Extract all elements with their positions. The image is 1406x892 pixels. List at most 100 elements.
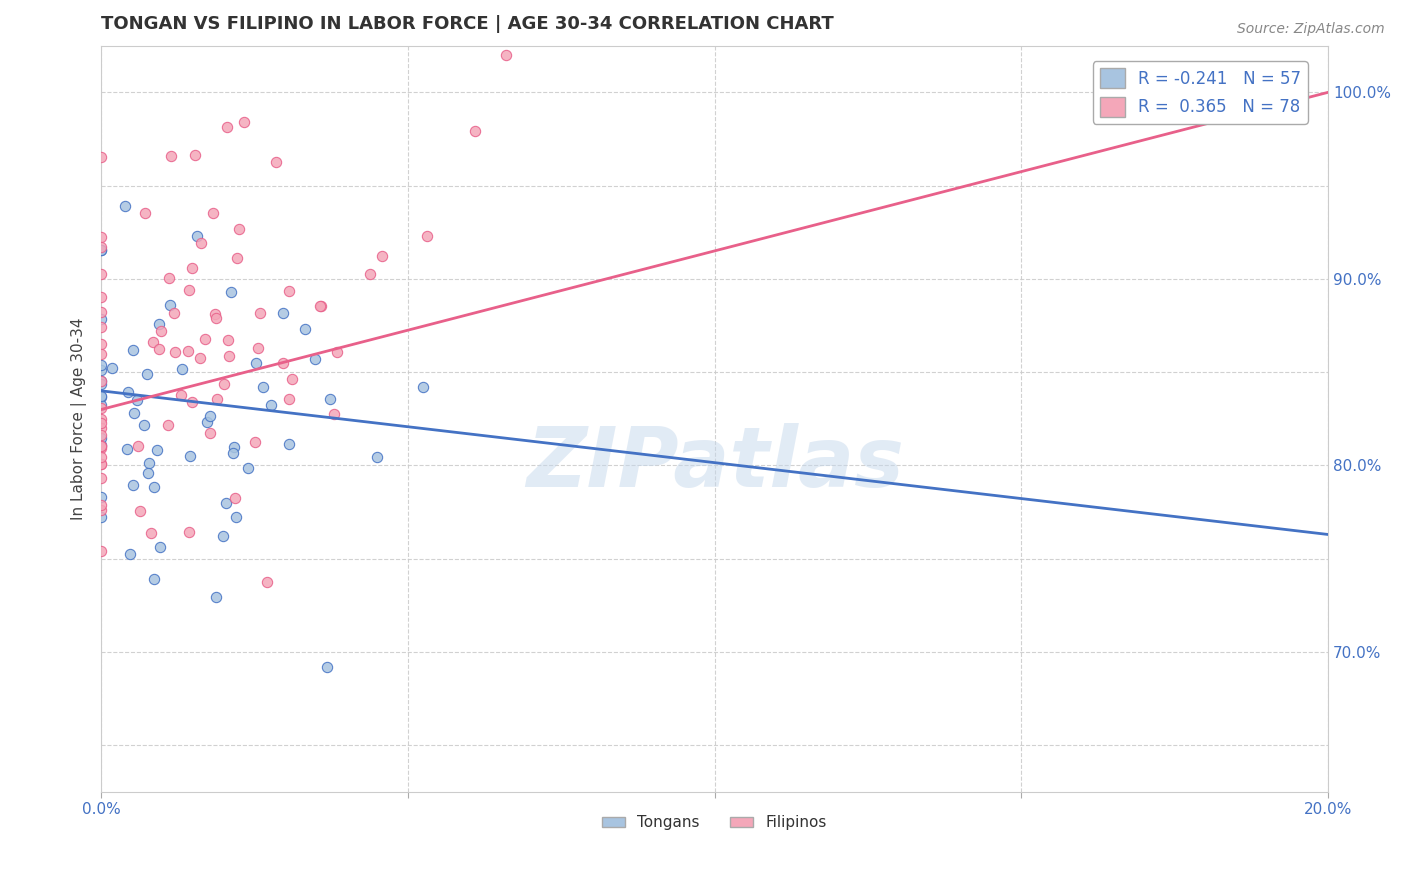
Point [190, 236, 212, 251]
Point [217, 334, 239, 348]
Point [243, 435, 266, 450]
Point [215, 496, 238, 510]
Point [180, 394, 202, 409]
Point [232, 115, 254, 129]
Point [271, 356, 294, 370]
Point [90, 431, 112, 445]
Point [309, 299, 332, 313]
Point [416, 229, 439, 244]
Point [309, 299, 332, 313]
Point [90, 457, 112, 471]
Point [142, 572, 165, 586]
Point [101, 361, 124, 376]
Point [195, 415, 218, 429]
Point [90, 347, 112, 361]
Point [222, 446, 245, 460]
Point [157, 271, 180, 285]
Point [322, 407, 344, 421]
Point [188, 351, 211, 366]
Point [90, 417, 112, 431]
Point [205, 590, 228, 604]
Point [138, 456, 160, 470]
Point [157, 417, 180, 432]
Point [222, 440, 245, 454]
Point [200, 409, 222, 423]
Point [326, 345, 349, 359]
Point [179, 449, 201, 463]
Point [90, 458, 112, 472]
Point [181, 260, 204, 275]
Point [316, 659, 339, 673]
Point [249, 306, 271, 320]
Point [127, 439, 149, 453]
Point [359, 267, 381, 281]
Point [186, 229, 208, 244]
Point [118, 547, 141, 561]
Point [201, 206, 224, 220]
Point [177, 344, 200, 359]
Point [136, 367, 159, 381]
Point [90, 363, 112, 377]
Point [148, 317, 170, 331]
Point [90, 389, 112, 403]
Point [464, 123, 486, 137]
Point [260, 398, 283, 412]
Point [117, 385, 139, 400]
Point [90, 398, 112, 412]
Point [219, 285, 242, 299]
Point [90, 377, 112, 392]
Point [90, 374, 112, 388]
Point [90, 390, 112, 404]
Point [495, 48, 517, 62]
Point [143, 480, 166, 494]
Point [215, 120, 238, 134]
Point [228, 221, 250, 235]
Point [162, 306, 184, 320]
Point [90, 244, 112, 258]
Point [90, 312, 112, 326]
Point [90, 471, 112, 485]
Point [224, 491, 246, 505]
Point [134, 417, 156, 432]
Point [122, 406, 145, 420]
Point [90, 267, 112, 281]
Point [198, 425, 221, 440]
Point [278, 284, 301, 298]
Point [170, 362, 193, 376]
Point [179, 525, 201, 540]
Point [90, 243, 112, 257]
Point [218, 349, 240, 363]
Point [150, 324, 173, 338]
Point [90, 401, 112, 415]
Point [245, 356, 267, 370]
Point [225, 510, 247, 524]
Point [90, 230, 112, 244]
Point [90, 290, 112, 304]
Point [184, 147, 207, 161]
Point [115, 442, 138, 456]
Point [236, 461, 259, 475]
Point [90, 320, 112, 334]
Point [304, 351, 326, 366]
Point [170, 388, 193, 402]
Point [246, 341, 269, 355]
Point [205, 311, 228, 326]
Text: TONGAN VS FILIPINO IN LABOR FORCE | AGE 30-34 CORRELATION CHART: TONGAN VS FILIPINO IN LABOR FORCE | AGE … [101, 15, 834, 33]
Y-axis label: In Labor Force | Age 30-34: In Labor Force | Age 30-34 [72, 318, 87, 520]
Point [141, 525, 163, 540]
Point [142, 335, 165, 350]
Point [280, 372, 302, 386]
Point [90, 421, 112, 435]
Text: ZIPatlas: ZIPatlas [526, 423, 904, 504]
Point [194, 332, 217, 346]
Point [252, 380, 274, 394]
Point [204, 307, 226, 321]
Point [212, 377, 235, 392]
Point [90, 412, 112, 426]
Text: Source: ZipAtlas.com: Source: ZipAtlas.com [1237, 22, 1385, 37]
Point [148, 342, 170, 356]
Point [277, 437, 299, 451]
Point [90, 240, 112, 254]
Point [90, 510, 112, 524]
Point [138, 466, 160, 480]
